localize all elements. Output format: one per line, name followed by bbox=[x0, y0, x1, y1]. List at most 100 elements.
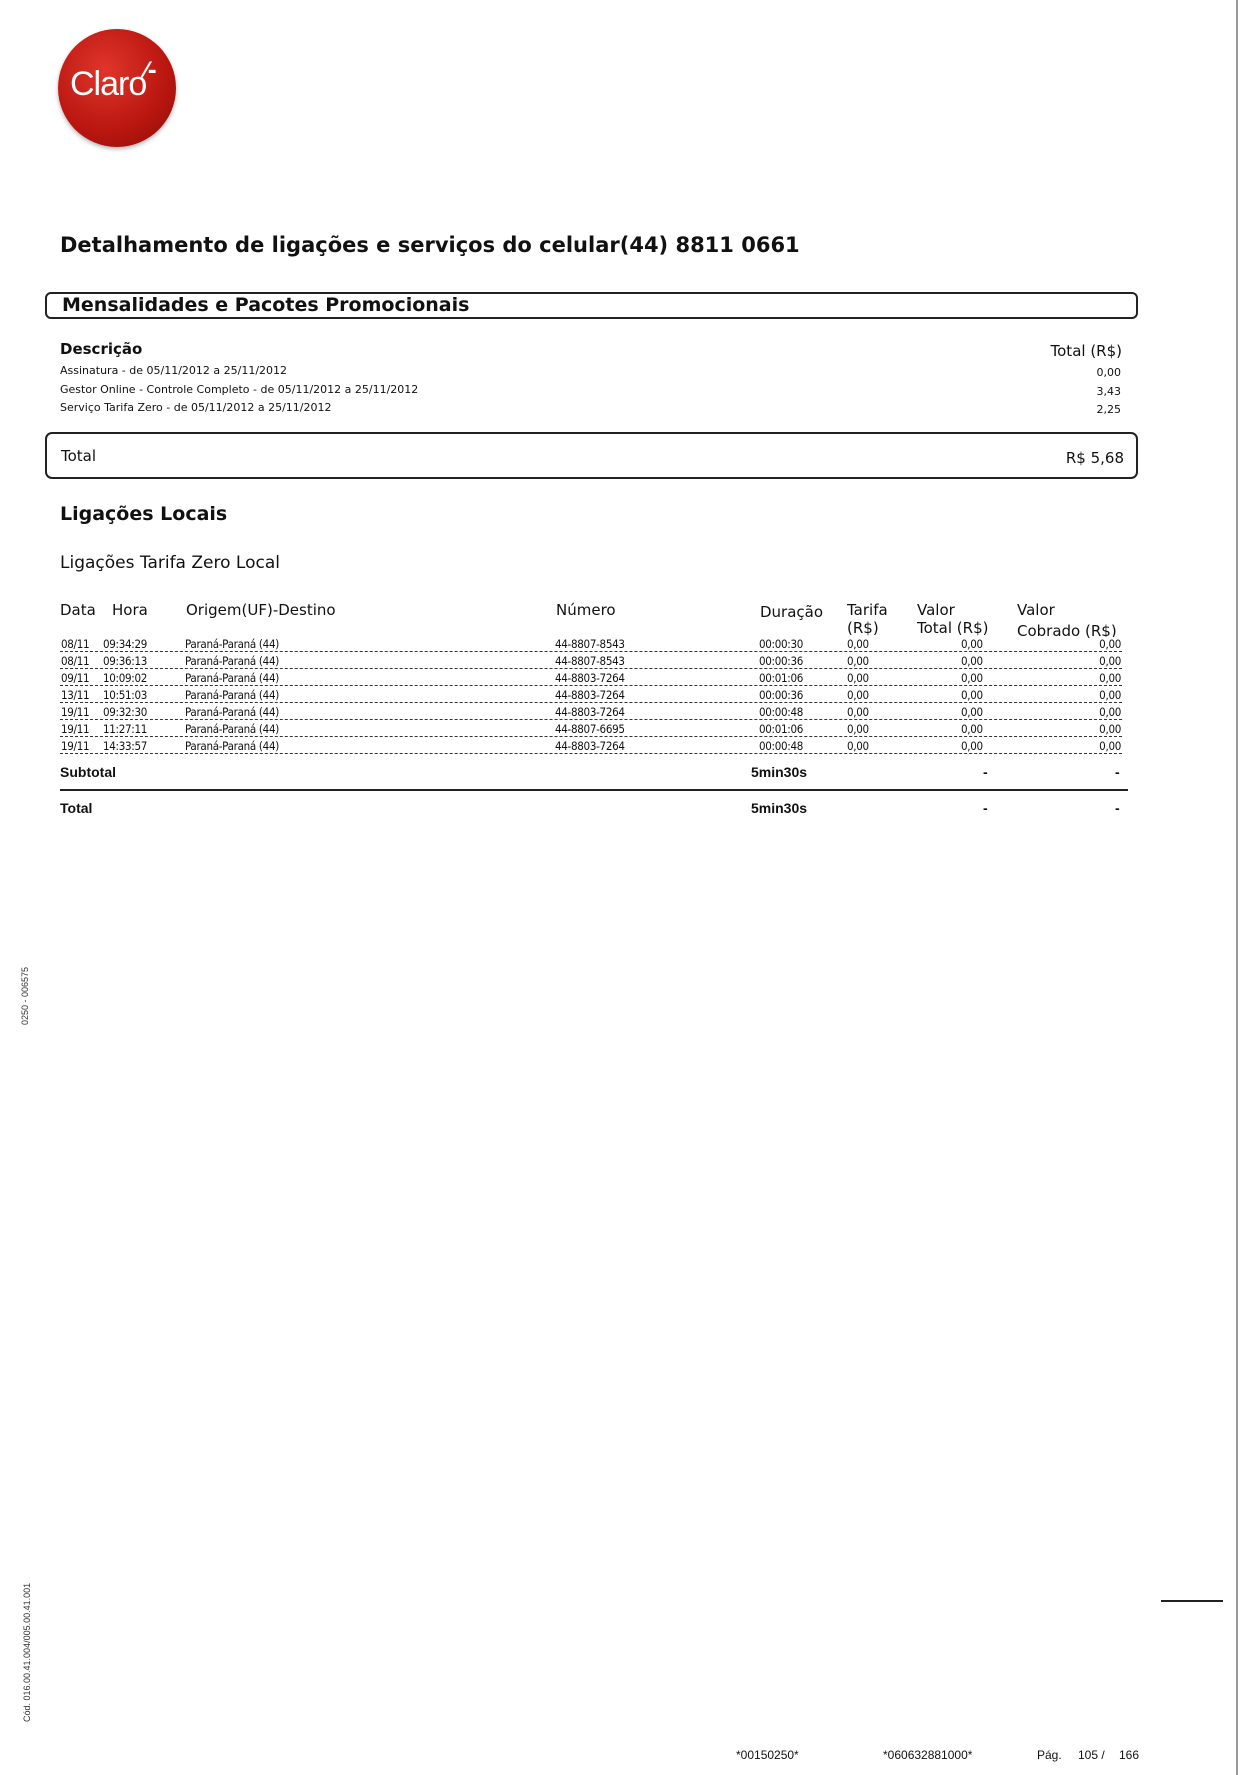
cell-tarifa: 0,00 bbox=[846, 671, 870, 685]
item-total: 0,00 bbox=[1096, 366, 1122, 379]
total-value: R$ 5,68 bbox=[1065, 449, 1124, 467]
item-total: 3,43 bbox=[1096, 385, 1122, 398]
cell-valor-cobrado: 0,00 bbox=[1098, 637, 1122, 651]
cell-tarifa: 0,00 bbox=[846, 688, 870, 702]
cell-valor-cobrado: 0,00 bbox=[1098, 705, 1122, 719]
item-desc: Assinatura - de 05/11/2012 a 25/11/2012 bbox=[60, 364, 288, 377]
barcode-text-1: *00150250* bbox=[736, 1748, 799, 1762]
cell-tarifa: 0,00 bbox=[846, 739, 870, 753]
col-duracao: Duração bbox=[760, 603, 824, 621]
cell-hora: 10:09:02 bbox=[102, 671, 149, 685]
cell-data: 13/11 bbox=[60, 688, 91, 702]
table-row: 08/11 09:36:13 Paraná-Paraná (44) 44-8807-8… bbox=[60, 653, 1122, 669]
logo-rays-icon: ⁄- bbox=[144, 59, 157, 84]
cell-hora: 09:34:29 bbox=[102, 637, 149, 651]
col-tarifa: Tarifa bbox=[847, 601, 888, 619]
total-valor-total: - bbox=[983, 800, 988, 816]
col-tarifa-unit: (R$) bbox=[847, 619, 879, 637]
divider bbox=[60, 789, 1128, 791]
col-valor-total: Valor bbox=[917, 601, 955, 619]
cell-hora: 09:32:30 bbox=[102, 705, 149, 719]
col-numero: Número bbox=[556, 601, 616, 619]
cell-data: 19/11 bbox=[60, 739, 91, 753]
cell-hora: 14:33:57 bbox=[102, 739, 149, 753]
cell-hora: 10:51:03 bbox=[102, 688, 149, 702]
col-valor-cobrado-unit: Cobrado (R$) bbox=[1017, 622, 1117, 640]
cell-origem: Paraná-Paraná (44) bbox=[184, 671, 280, 685]
side-code: 0250 - 006575 bbox=[20, 966, 30, 1025]
cell-duracao: 00:00:48 bbox=[758, 739, 805, 753]
cell-duracao: 00:01:06 bbox=[758, 671, 805, 685]
cell-valor-cobrado: 0,00 bbox=[1098, 688, 1122, 702]
mensalidades-heading: Mensalidades e Pacotes Promocionais bbox=[62, 294, 470, 316]
col-hora: Hora bbox=[112, 601, 148, 619]
cell-numero: 44-8803-7264 bbox=[554, 705, 626, 719]
cell-numero: 44-8803-7264 bbox=[554, 688, 626, 702]
col-data: Data bbox=[60, 601, 96, 619]
col-valor-cobrado: Valor bbox=[1017, 601, 1055, 619]
table-row: 09/11 10:09:02 Paraná-Paraná (44) 44-8803-7… bbox=[60, 670, 1122, 686]
total-row-label: Total bbox=[60, 800, 93, 816]
page-current: 105 / bbox=[1078, 1748, 1105, 1762]
cell-tarifa: 0,00 bbox=[846, 722, 870, 736]
cell-duracao: 00:01:06 bbox=[758, 722, 805, 736]
side-cod: Cód. 016.00.41.004/005.00.41.001 bbox=[22, 1582, 32, 1722]
total-duracao: 5min30s bbox=[751, 800, 808, 816]
table-row: 19/11 11:27:11 Paraná-Paraná (44) 44-8807-6… bbox=[60, 721, 1122, 737]
cell-valor-total: 0,00 bbox=[960, 688, 984, 702]
cell-valor-total: 0,00 bbox=[960, 722, 984, 736]
page-label: Pág. bbox=[1037, 1748, 1062, 1762]
cell-origem: Paraná-Paraná (44) bbox=[184, 654, 280, 668]
cell-data: 09/11 bbox=[60, 671, 91, 685]
cell-hora: 11:27:11 bbox=[102, 722, 149, 736]
cell-data: 08/11 bbox=[60, 637, 91, 651]
item-desc: Gestor Online - Controle Completo - de 0… bbox=[60, 383, 419, 396]
cell-valor-cobrado: 0,00 bbox=[1098, 739, 1122, 753]
cell-numero: 44-8803-7264 bbox=[554, 671, 626, 685]
item-total: 2,25 bbox=[1096, 403, 1122, 416]
cell-valor-total: 0,00 bbox=[960, 637, 984, 651]
mensalidades-total-box: Total R$ 5,68 bbox=[45, 432, 1138, 479]
cell-duracao: 00:00:48 bbox=[758, 705, 805, 719]
subtotal-label: Subtotal bbox=[60, 764, 116, 780]
cell-numero: 44-8807-8543 bbox=[554, 654, 626, 668]
cell-numero: 44-8803-7264 bbox=[554, 739, 626, 753]
cell-valor-total: 0,00 bbox=[960, 671, 984, 685]
subtotal-duracao: 5min30s bbox=[751, 764, 808, 780]
cell-origem: Paraná-Paraná (44) bbox=[184, 705, 280, 719]
col-valor-total-unit: Total (R$) bbox=[917, 619, 989, 637]
cell-numero: 44-8807-6695 bbox=[554, 722, 626, 736]
barcode-text-2: *060632881000* bbox=[883, 1748, 973, 1762]
ligacoes-heading: Ligações Locais bbox=[60, 503, 228, 525]
item-desc: Serviço Tarifa Zero - de 05/11/2012 a 25… bbox=[60, 401, 332, 414]
col-origem: Origem(UF)-Destino bbox=[186, 601, 336, 619]
subtotal-valor-cobrado: - bbox=[1115, 764, 1120, 780]
subtotal-valor-total: - bbox=[983, 764, 988, 780]
col-total: Total (R$) bbox=[1050, 342, 1122, 360]
cell-valor-cobrado: 0,00 bbox=[1098, 654, 1122, 668]
cell-valor-total: 0,00 bbox=[960, 654, 984, 668]
cell-tarifa: 0,00 bbox=[846, 654, 870, 668]
total-label: Total bbox=[61, 447, 97, 465]
table-row: 19/11 14:33:57 Paraná-Paraná (44) 44-8803-7… bbox=[60, 738, 1122, 754]
total-valor-cobrado: - bbox=[1115, 800, 1120, 816]
cell-valor-cobrado: 0,00 bbox=[1098, 722, 1122, 736]
cell-valor-total: 0,00 bbox=[960, 739, 984, 753]
page-total: 166 bbox=[1119, 1748, 1140, 1762]
cell-origem: Paraná-Paraná (44) bbox=[184, 722, 280, 736]
page-title: Detalhamento de ligações e serviços do c… bbox=[60, 233, 800, 257]
logo-text: Claro bbox=[70, 65, 147, 103]
table-row: 08/11 09:34:29 Paraná-Paraná (44) 44-8807-8… bbox=[60, 636, 1122, 652]
cell-duracao: 00:00:36 bbox=[758, 688, 805, 702]
cell-data: 08/11 bbox=[60, 654, 91, 668]
table-row: 19/11 09:32:30 Paraná-Paraná (44) 44-8803-7… bbox=[60, 704, 1122, 720]
cell-origem: Paraná-Paraná (44) bbox=[184, 688, 280, 702]
ligacoes-subheading: Ligações Tarifa Zero Local bbox=[60, 553, 280, 573]
margin-mark bbox=[1161, 1600, 1223, 1602]
table-row: 13/11 10:51:03 Paraná-Paraná (44) 44-8803-7… bbox=[60, 687, 1122, 703]
cell-data: 19/11 bbox=[60, 705, 91, 719]
claro-logo: Claro ⁄- bbox=[58, 29, 176, 147]
cell-numero: 44-8807-8543 bbox=[554, 637, 626, 651]
cell-data: 19/11 bbox=[60, 722, 91, 736]
mensalidades-header: Mensalidades e Pacotes Promocionais bbox=[45, 292, 1138, 319]
